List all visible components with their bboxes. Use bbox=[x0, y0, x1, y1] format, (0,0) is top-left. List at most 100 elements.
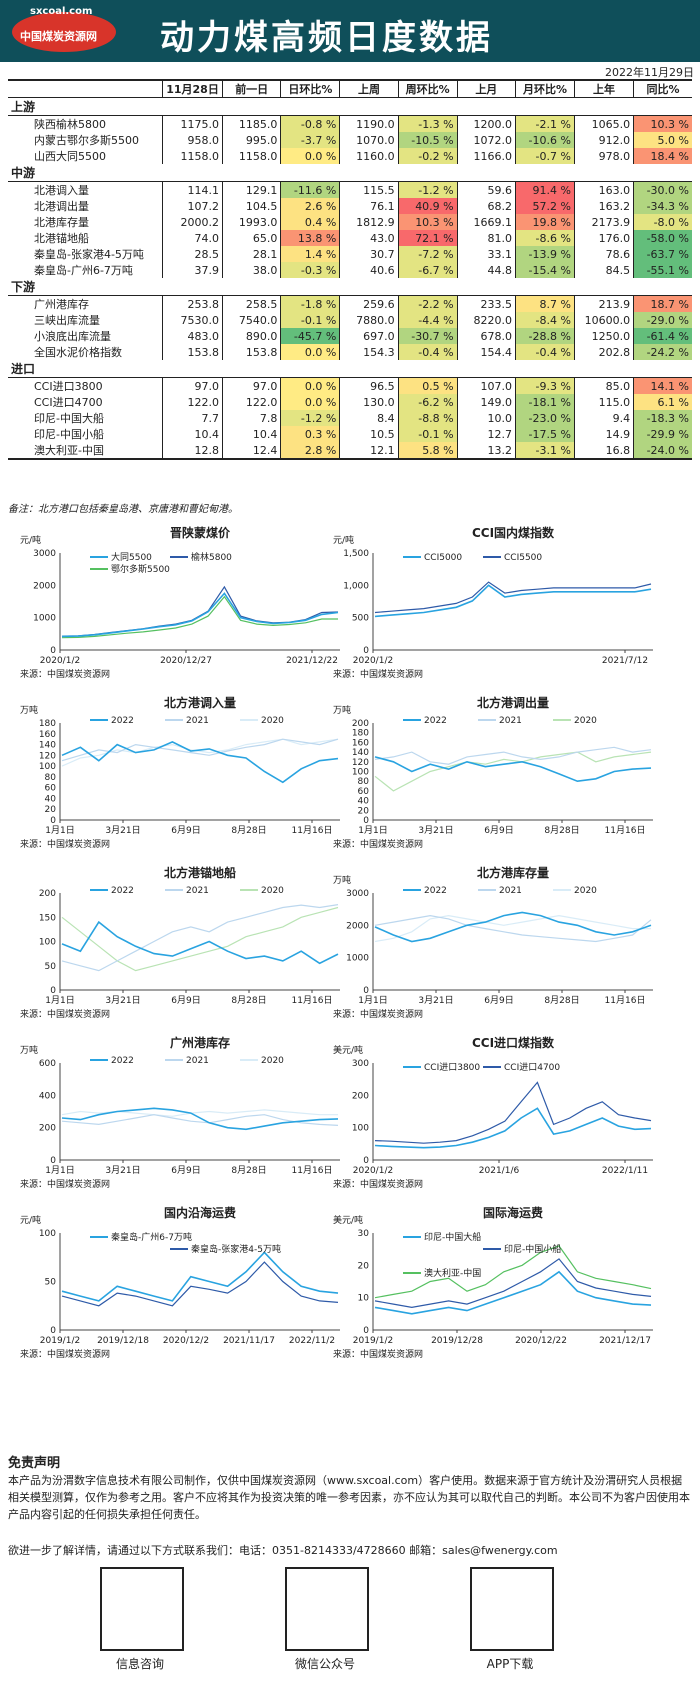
table-cell: -3.7 % bbox=[280, 132, 340, 148]
table-cell: -0.2 % bbox=[397, 148, 458, 164]
table-cell: 890.0 bbox=[222, 328, 281, 344]
series-line bbox=[374, 1081, 652, 1144]
chart-1: CCI国内煤指数 元/吨 0 500 1,000 1,500 2020/1/2 2021/7/… bbox=[325, 525, 665, 694]
series-line bbox=[61, 1261, 339, 1307]
table-row: 秦皇岛-广州6-7万吨 37.9 38.0 -0.3 % 40.6 -6.7 % 44.8-… bbox=[8, 262, 692, 278]
y-axis-label: 元/吨 bbox=[20, 534, 41, 546]
y-tick-label: 2000 bbox=[33, 581, 56, 591]
table-cell: 122.0 bbox=[222, 394, 281, 410]
table-cell: 97.0 bbox=[222, 377, 281, 394]
series-line bbox=[61, 592, 339, 638]
y-tick-label: 60 bbox=[358, 787, 370, 797]
y-tick-label: 100 bbox=[39, 938, 56, 948]
y-tick-label: 100 bbox=[352, 768, 369, 778]
x-tick-label: 2021/12/17 bbox=[599, 1336, 651, 1346]
x-tick-label: 3月21日 bbox=[418, 825, 453, 836]
series-line bbox=[61, 741, 339, 784]
y-axis-label: 万吨 bbox=[333, 704, 351, 716]
y-tick-label: 120 bbox=[39, 751, 56, 761]
table-cell: 10.3 % bbox=[633, 115, 692, 132]
chart-3: 北方港调出量 万吨 0 20 40 60 80 100 120 140 160 180 200 1月1日 3… bbox=[325, 695, 665, 864]
series-line bbox=[374, 746, 652, 765]
y-axis-label: 美元/吨 bbox=[333, 1044, 363, 1056]
section-header: 进口 bbox=[8, 360, 692, 378]
table-cell: 107.0 bbox=[456, 377, 516, 394]
table-cell: 958.0 bbox=[162, 132, 223, 148]
x-tick-label: 2020/12/22 bbox=[515, 1336, 567, 1346]
legend-label: 2022 bbox=[111, 716, 134, 726]
y-tick-label: 80 bbox=[358, 777, 370, 787]
table-cell: 1.4 % bbox=[280, 246, 340, 262]
table-cell: -2.1 % bbox=[514, 115, 575, 132]
series-line bbox=[374, 1107, 652, 1149]
chart-2: 北方港调入量 万吨 0 20 40 60 80 100 120 140 160 180 1月1日 3月21… bbox=[12, 695, 352, 864]
y-tick-label: 150 bbox=[39, 913, 56, 923]
section-header: 下游 bbox=[8, 278, 692, 296]
qr-code-app[interactable] bbox=[470, 1567, 554, 1651]
table-cell: 153.8 bbox=[162, 344, 223, 360]
table-cell: 678.0 bbox=[456, 328, 516, 344]
table-cell: 1175.0 bbox=[162, 115, 223, 132]
table-cell: 74.0 bbox=[162, 230, 223, 246]
table-cell: 1158.0 bbox=[222, 148, 281, 164]
x-tick-label: 1月1日 bbox=[358, 825, 387, 836]
y-tick-label: 100 bbox=[39, 1229, 56, 1239]
table-cell: 1166.0 bbox=[456, 148, 516, 164]
qr-label-consult: 信息咨询 bbox=[115, 1657, 164, 1671]
chart-6: 广州港库存 万吨 0 200 400 600 1月1日 3月21日 6月9日 8月28日 11月16… bbox=[12, 1035, 352, 1204]
qr-code-wechat[interactable] bbox=[285, 1567, 369, 1651]
series-line bbox=[374, 756, 652, 783]
x-tick-label: 1月1日 bbox=[358, 995, 387, 1006]
table-cell: -6.7 % bbox=[397, 262, 458, 278]
x-tick-label: 2020/12/2 bbox=[163, 1336, 209, 1346]
table-cell: 1190.0 bbox=[339, 115, 399, 132]
table-cell: -24.0 % bbox=[633, 442, 692, 460]
row-label: 三峡出库流量 bbox=[34, 314, 100, 327]
x-tick-label: 2020/12/27 bbox=[160, 656, 212, 666]
y-tick-label: 400 bbox=[39, 1091, 56, 1101]
legend-label: 鄂尔多斯5500 bbox=[111, 563, 170, 575]
y-tick-label: 180 bbox=[39, 719, 56, 729]
col-header: 上月 bbox=[456, 79, 516, 98]
table-cell: 8220.0 bbox=[456, 312, 516, 328]
chart-source: 来源：中国煤炭资源网 bbox=[20, 1008, 110, 1020]
table-cell: -8.6 % bbox=[514, 230, 575, 246]
table-cell: 7.7 bbox=[162, 410, 223, 426]
table-cell: 7540.0 bbox=[222, 312, 281, 328]
table-cell: 154.3 bbox=[339, 344, 399, 360]
table-cell: 1812.9 bbox=[339, 214, 399, 230]
y-tick-label: 140 bbox=[39, 741, 56, 751]
series-line bbox=[61, 1114, 339, 1126]
series-line bbox=[374, 751, 652, 792]
table-cell: 233.5 bbox=[456, 295, 516, 312]
table-row: 北港锚地船 74.0 65.0 13.8 % 43.0 72.1 % 81.0 -8.6 % 1… bbox=[8, 230, 692, 246]
row-label: 北港库存量 bbox=[34, 216, 89, 229]
table-cell: 1669.1 bbox=[456, 214, 516, 230]
table-cell: -0.8 % bbox=[280, 115, 340, 132]
table-cell: 10.0 bbox=[456, 410, 516, 426]
row-label: CCI进口3800 bbox=[34, 380, 103, 393]
legend-label: 2021 bbox=[186, 886, 209, 896]
table-cell: 5.8 % bbox=[397, 442, 458, 460]
y-tick-label: 600 bbox=[39, 1059, 56, 1069]
x-tick-label: 3月21日 bbox=[105, 1165, 140, 1176]
x-tick-label: 8月28日 bbox=[231, 825, 266, 836]
table-cell: -9.3 % bbox=[514, 377, 575, 394]
table-cell: 2.8 % bbox=[280, 442, 340, 460]
series-line bbox=[61, 904, 339, 972]
y-tick-label: 200 bbox=[352, 719, 369, 729]
col-header: 前一日 bbox=[222, 79, 281, 98]
x-tick-label: 3月21日 bbox=[105, 825, 140, 836]
y-tick-label: 80 bbox=[45, 773, 57, 783]
series-line bbox=[374, 914, 651, 943]
qr-code-consult[interactable] bbox=[100, 1567, 184, 1651]
series-line bbox=[61, 738, 339, 767]
y-axis-label: 万吨 bbox=[333, 874, 351, 886]
y-axis-label: 万吨 bbox=[20, 1044, 38, 1056]
table-row: 澳大利亚-中国 12.8 12.4 2.8 % 12.1 5.8 % 13.2 -3.1 % 1… bbox=[8, 442, 692, 460]
table-row: 北港调出量 107.2 104.5 2.6 % 76.1 40.9 % 68.2 57.2 %… bbox=[8, 198, 692, 214]
table-cell: 202.8 bbox=[573, 344, 634, 360]
